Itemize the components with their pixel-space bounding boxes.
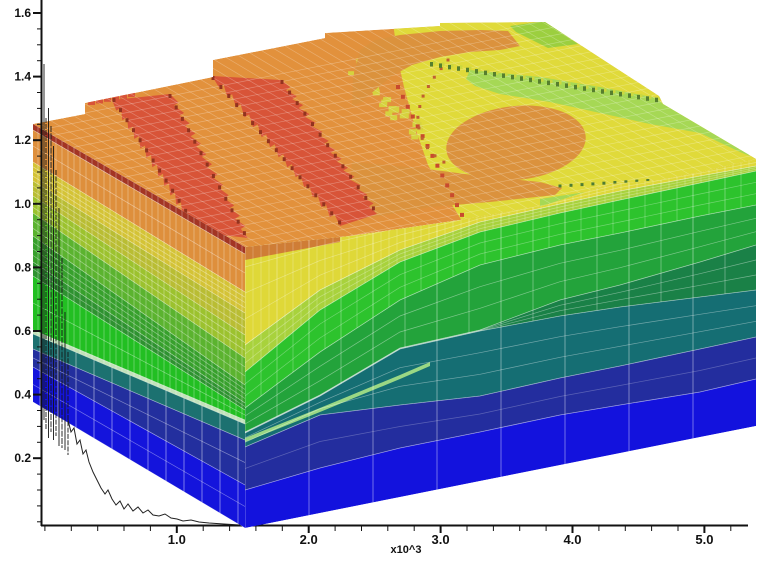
svg-text:1.2: 1.2 bbox=[14, 133, 31, 147]
svg-text:0.8: 0.8 bbox=[14, 260, 31, 274]
svg-text:0.6: 0.6 bbox=[14, 324, 31, 338]
svg-text:1.4: 1.4 bbox=[14, 70, 31, 84]
svg-text:1.0: 1.0 bbox=[168, 532, 186, 547]
svg-text:0.2: 0.2 bbox=[14, 451, 31, 465]
svg-text:1.6: 1.6 bbox=[14, 6, 31, 20]
svg-text:5.0: 5.0 bbox=[695, 532, 713, 547]
svg-text:1.0: 1.0 bbox=[14, 197, 31, 211]
svg-text:4.0: 4.0 bbox=[563, 532, 581, 547]
svg-text:2.0: 2.0 bbox=[300, 532, 318, 547]
svg-text:x10^3: x10^3 bbox=[391, 544, 422, 556]
svg-text:3.0: 3.0 bbox=[432, 532, 450, 547]
svg-text:0.4: 0.4 bbox=[14, 388, 31, 402]
